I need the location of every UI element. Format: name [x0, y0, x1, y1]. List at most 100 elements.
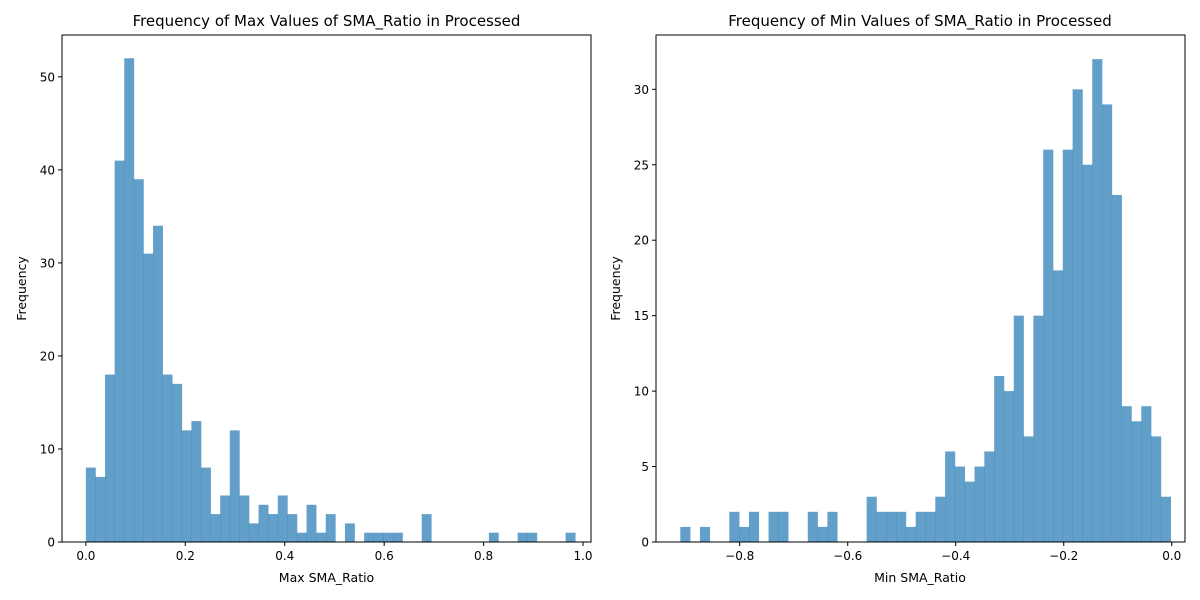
y-tick-label: 30	[40, 256, 55, 270]
histogram-bars	[680, 59, 1171, 543]
histogram-bar	[1160, 496, 1171, 542]
max-sma-ratio-histogram: Frequency of Max Values of SMA_Ratio in …	[14, 12, 593, 585]
histogram-bar	[517, 532, 528, 542]
histogram-bar	[984, 451, 995, 542]
histogram-bar	[925, 511, 936, 542]
histogram-bar	[527, 532, 538, 542]
histogram-bar	[1082, 164, 1093, 542]
histogram-bar	[85, 467, 96, 542]
x-tick-label: 0.4	[275, 549, 294, 563]
x-tick-label: 0.0	[76, 549, 95, 563]
histogram-bar	[1131, 421, 1142, 542]
histogram-bar	[191, 421, 202, 542]
x-tick-label: −0.6	[833, 549, 862, 563]
x-tick-label: −0.2	[1049, 549, 1078, 563]
histogram-bar	[778, 511, 789, 542]
histogram-bar	[124, 58, 135, 542]
histogram-bar	[95, 476, 106, 542]
x-tick-label: −0.8	[725, 549, 754, 563]
histogram-bar	[896, 511, 907, 542]
histogram-bar	[1151, 436, 1162, 543]
histogram-bar	[915, 511, 926, 542]
y-tick-label: 15	[634, 309, 649, 323]
x-tick-label: 0.6	[375, 549, 394, 563]
histogram-bar	[1053, 270, 1064, 542]
histogram-bar	[1003, 391, 1015, 542]
histogram-bar	[201, 467, 211, 542]
histogram-bar	[277, 495, 288, 542]
histogram-bar	[1111, 194, 1122, 542]
histogram-bar	[748, 511, 760, 542]
histogram-bar	[807, 511, 818, 542]
histogram-bar	[172, 383, 183, 542]
histogram-bar	[1141, 406, 1152, 542]
histogram-bar	[1033, 315, 1044, 542]
histogram-bar	[153, 225, 163, 542]
histogram-bar	[905, 526, 916, 542]
x-axis-label: Min SMA_Ratio	[874, 570, 966, 585]
x-axis-ticks: 0.0 0.2 0.4 0.6 0.8 1.0	[76, 542, 593, 563]
y-tick-label: 10	[40, 442, 55, 456]
plot-frame	[61, 34, 592, 543]
x-axis-ticks: −0.8 −0.6 −0.4 −0.2 0.0	[725, 542, 1181, 563]
y-tick-label: 5	[641, 460, 649, 474]
y-tick-label: 30	[634, 83, 649, 97]
histogram-bar	[1062, 149, 1073, 542]
histogram-bar	[954, 466, 966, 542]
histogram-bar	[210, 514, 221, 542]
histogram-bar	[229, 430, 240, 542]
y-tick-label: 0	[641, 536, 649, 550]
histogram-bar	[964, 481, 975, 542]
histogram-bar	[729, 511, 740, 542]
y-tick-label: 50	[40, 70, 55, 84]
histogram-bar	[373, 532, 384, 542]
histogram-bar	[827, 511, 838, 542]
histogram-bar	[239, 495, 250, 542]
x-tick-label: 0.2	[176, 549, 195, 563]
min-sma-ratio-histogram: Frequency of Min Values of SMA_Ratio in …	[608, 12, 1186, 585]
histogram-bar	[344, 523, 355, 542]
histogram-bar	[699, 526, 711, 542]
histogram-bar	[421, 514, 432, 542]
histogram-bar	[383, 532, 394, 542]
histogram-bar	[296, 532, 307, 542]
histogram-bar	[817, 526, 828, 542]
histogram-bar	[1023, 436, 1034, 543]
histogram-bar	[181, 430, 192, 542]
x-tick-label: 0.8	[474, 549, 493, 563]
histogram-bar	[392, 532, 403, 542]
histogram-bar	[1121, 406, 1132, 542]
histogram-bar	[488, 532, 499, 542]
histogram-bar	[133, 179, 144, 542]
histogram-bars	[85, 58, 576, 543]
histogram-bar	[220, 495, 231, 542]
histogram-bar	[248, 523, 259, 542]
y-tick-label: 20	[634, 234, 649, 248]
histogram-bar	[974, 466, 985, 542]
y-axis-ticks: 0 10 20 30 40 50	[40, 70, 62, 550]
histogram-bar	[680, 526, 691, 542]
y-tick-label: 0	[47, 536, 55, 550]
histogram-bar	[1013, 315, 1024, 542]
histogram-bar	[1043, 149, 1054, 542]
x-axis-label: Max SMA_Ratio	[279, 570, 374, 585]
histogram-bar	[739, 526, 750, 542]
histogram-bar	[143, 253, 154, 543]
histogram-bar	[162, 374, 173, 542]
histogram-bar	[876, 511, 887, 542]
histogram-bar	[866, 496, 877, 542]
histogram-bar	[1092, 59, 1103, 542]
histogram-bar	[1072, 89, 1083, 542]
plot-frame	[655, 34, 1186, 543]
y-tick-label: 25	[634, 158, 649, 172]
chart-title: Frequency of Max Values of SMA_Ratio in …	[133, 12, 521, 31]
histogram-bar	[325, 514, 336, 542]
histogram-bar	[105, 374, 115, 542]
y-axis-ticks: 0 5 10 15 20 25 30	[634, 83, 656, 550]
x-tick-label: 0.0	[1162, 549, 1181, 563]
y-tick-label: 10	[634, 385, 649, 399]
histogram-bar	[886, 511, 897, 542]
histogram-bar	[306, 504, 317, 542]
y-axis-label: Frequency	[608, 256, 623, 321]
x-tick-label: 1.0	[573, 549, 592, 563]
